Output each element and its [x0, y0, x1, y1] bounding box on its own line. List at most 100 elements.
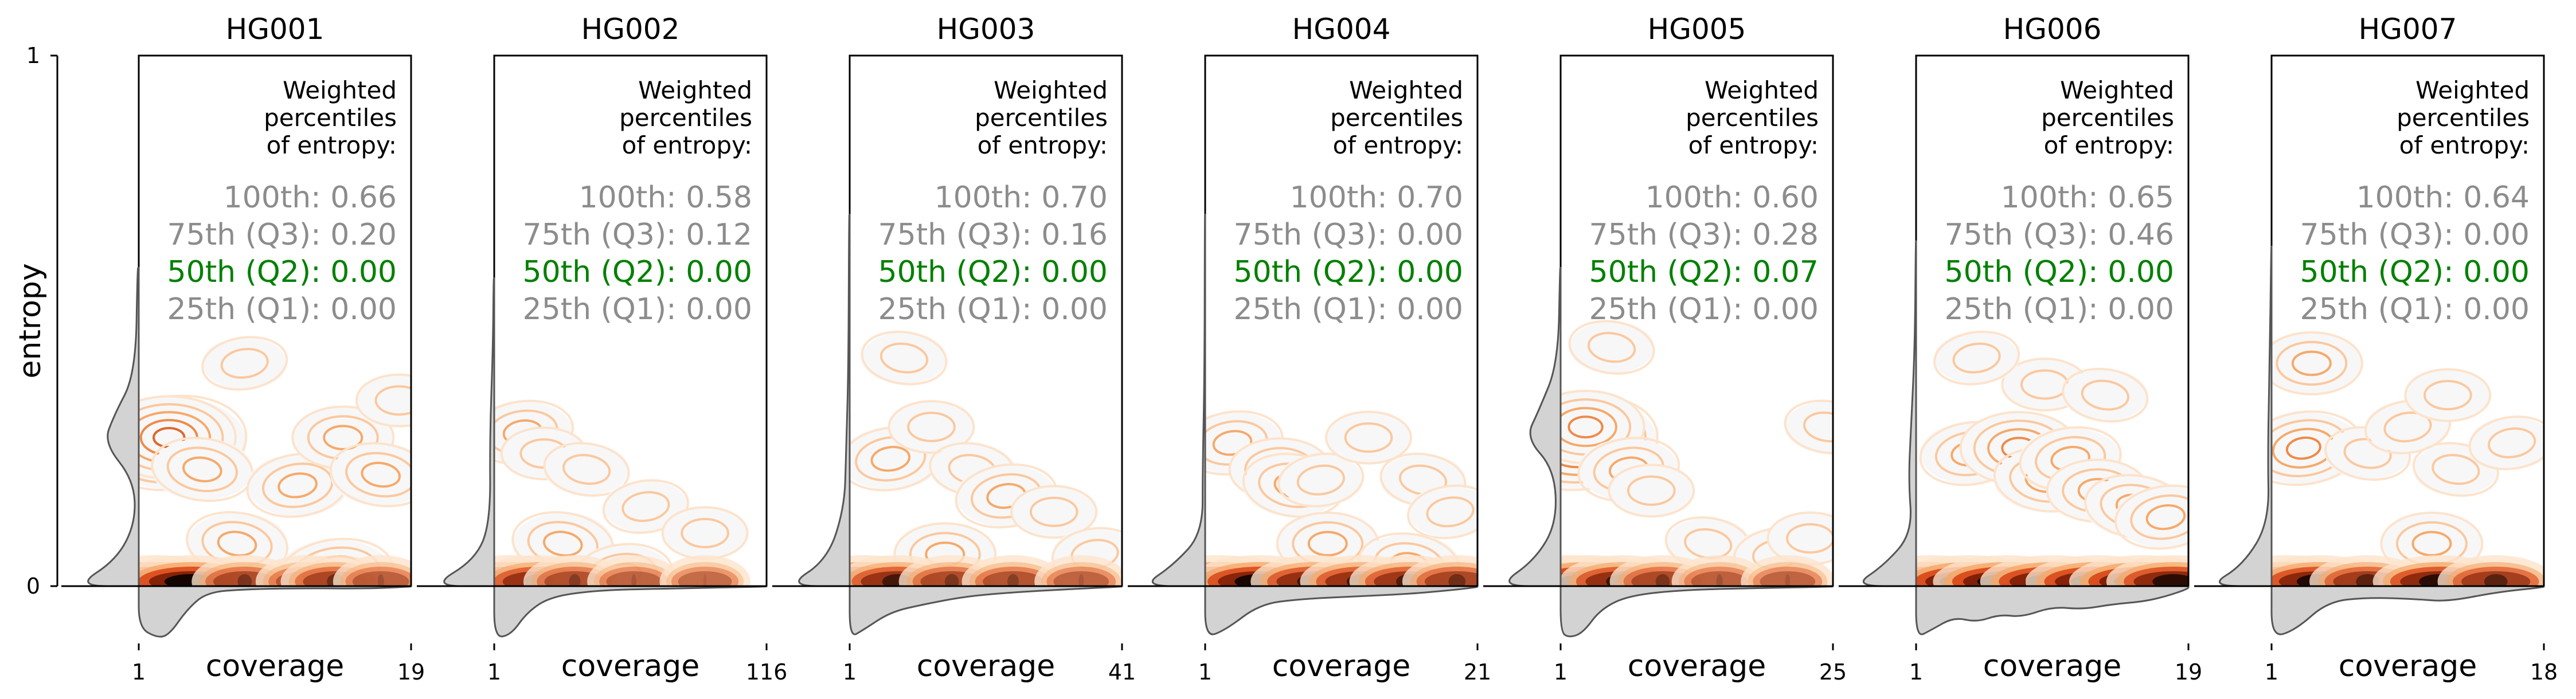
- percentile-header-line: of entropy:: [1688, 131, 1819, 159]
- percentile-median: 50th (Q2): 0.00: [523, 255, 752, 289]
- percentile-header-line: Weighted: [638, 76, 752, 104]
- kde-blob: [1568, 320, 1655, 375]
- kde-blob: [1406, 484, 1477, 540]
- kde-region: [1561, 320, 1833, 586]
- percentile-header-line: percentiles: [975, 104, 1108, 132]
- percentile-value: 75th (Q3): 0.00: [2300, 218, 2530, 252]
- kde-band-segment: [659, 555, 750, 586]
- kde-band-segment: [2437, 555, 2544, 586]
- percentile-value: 25th (Q1): 0.00: [1945, 292, 2174, 327]
- y-tick-label-top: 1: [26, 43, 40, 68]
- coverage-marginal-density: [849, 585, 1123, 635]
- kde-blob: [543, 442, 630, 497]
- kde-blob: [2114, 484, 2188, 550]
- entropy-marginal-density: [87, 266, 140, 587]
- kde-blob: [1784, 399, 1833, 454]
- kde-region: [494, 399, 750, 586]
- percentile-header-line: of entropy:: [1333, 131, 1463, 159]
- percentile-header-line: percentiles: [1686, 104, 1819, 132]
- kde-blob: [2404, 368, 2492, 422]
- entropy-marginal-density: [443, 277, 495, 587]
- panel-title: HG002: [581, 13, 680, 46]
- percentile-value: 75th (Q3): 0.20: [167, 218, 397, 252]
- entropy-marginal-density: [798, 214, 851, 587]
- kde-band-segment: [587, 555, 681, 586]
- x-tick-label-max: 25: [1819, 659, 1847, 685]
- percentile-header-line: of entropy:: [267, 131, 397, 159]
- panel-title: HG001: [226, 13, 325, 46]
- kde-blob: [1933, 331, 2020, 386]
- x-tick-label-min: 1: [487, 659, 501, 685]
- percentile-value: 75th (Q3): 0.00: [1234, 218, 1463, 252]
- percentile-value: 75th (Q3): 0.12: [523, 218, 752, 252]
- percentile-header-line: percentiles: [619, 104, 752, 132]
- x-tick-label-min: 1: [1909, 659, 1923, 685]
- percentile-value: 25th (Q1): 0.00: [878, 292, 1108, 327]
- percentile-value: 100th: 0.66: [224, 180, 397, 215]
- coverage-marginal-density: [1204, 586, 1479, 635]
- kde-region: [1205, 410, 1477, 586]
- kde-blob: [888, 400, 975, 454]
- x-axis-label: coverage: [1628, 649, 1766, 684]
- y-tick-label-bottom: 0: [26, 574, 40, 599]
- kde-blob: [1325, 410, 1412, 465]
- percentile-header-line: percentiles: [2041, 104, 2174, 132]
- kde-band-segment: [1402, 555, 1477, 586]
- x-tick-label-min: 1: [843, 659, 857, 685]
- y-axis-label: entropy: [13, 263, 48, 378]
- percentile-header-line: percentiles: [1330, 104, 1463, 132]
- kde-band-segment: [333, 555, 411, 586]
- coverage-marginal-density: [1559, 585, 1834, 638]
- kde-band-segment: [1034, 555, 1122, 586]
- percentile-header-line: Weighted: [1705, 76, 1819, 104]
- percentile-header-line: of entropy:: [2399, 131, 2530, 159]
- x-tick-label-min: 1: [1554, 659, 1568, 685]
- percentile-header-line: Weighted: [994, 76, 1108, 104]
- panel-title: HG004: [1292, 13, 1391, 46]
- entropy-marginal-density: [1508, 266, 1562, 587]
- kde-region: [850, 331, 1122, 586]
- kde-blob: [602, 479, 689, 534]
- percentile-value: 75th (Q3): 0.46: [1945, 218, 2174, 252]
- kde-blob: [1277, 453, 1365, 508]
- percentile-value: 25th (Q1): 0.00: [1589, 292, 1819, 327]
- percentile-value: 100th: 0.58: [579, 180, 752, 215]
- panel-title: HG007: [2359, 13, 2457, 46]
- kde-blob: [1010, 485, 1098, 539]
- x-tick-label-min: 1: [2265, 659, 2278, 685]
- kde-blob: [151, 437, 254, 502]
- percentile-median: 50th (Q2): 0.00: [2300, 255, 2530, 289]
- percentile-median: 50th (Q2): 0.00: [878, 255, 1108, 289]
- x-tick-label-min: 1: [1198, 659, 1212, 685]
- entropy-marginal-density: [1151, 214, 1206, 587]
- coverage-marginal-density: [2270, 586, 2545, 635]
- x-tick-label-max: 41: [1108, 659, 1136, 685]
- kde-band-segment: [1741, 555, 1833, 586]
- kde-blob: [1608, 464, 1695, 518]
- percentile-header-line: Weighted: [2060, 76, 2174, 104]
- entropy-marginal-density: [1862, 240, 1917, 587]
- x-axis-label: coverage: [1272, 649, 1410, 684]
- percentile-header-line: of entropy:: [622, 131, 752, 159]
- percentile-header-line: Weighted: [2415, 76, 2530, 104]
- kde-band-segment: [2106, 555, 2188, 586]
- x-tick-label-max: 19: [397, 659, 425, 685]
- percentile-value: 100th: 0.64: [2356, 180, 2530, 215]
- kde-blob: [661, 506, 749, 560]
- percentile-header-line: Weighted: [1349, 76, 1463, 104]
- coverage-marginal-density: [1915, 586, 2190, 635]
- kde-blob: [329, 442, 411, 508]
- kde-region: [1916, 331, 2188, 586]
- x-tick-label-max: 18: [2530, 659, 2558, 685]
- percentile-median: 50th (Q2): 0.00: [167, 255, 397, 289]
- panel-title: HG006: [2003, 13, 2102, 46]
- percentile-value: 25th (Q1): 0.00: [167, 292, 397, 327]
- kde-region: [139, 336, 411, 586]
